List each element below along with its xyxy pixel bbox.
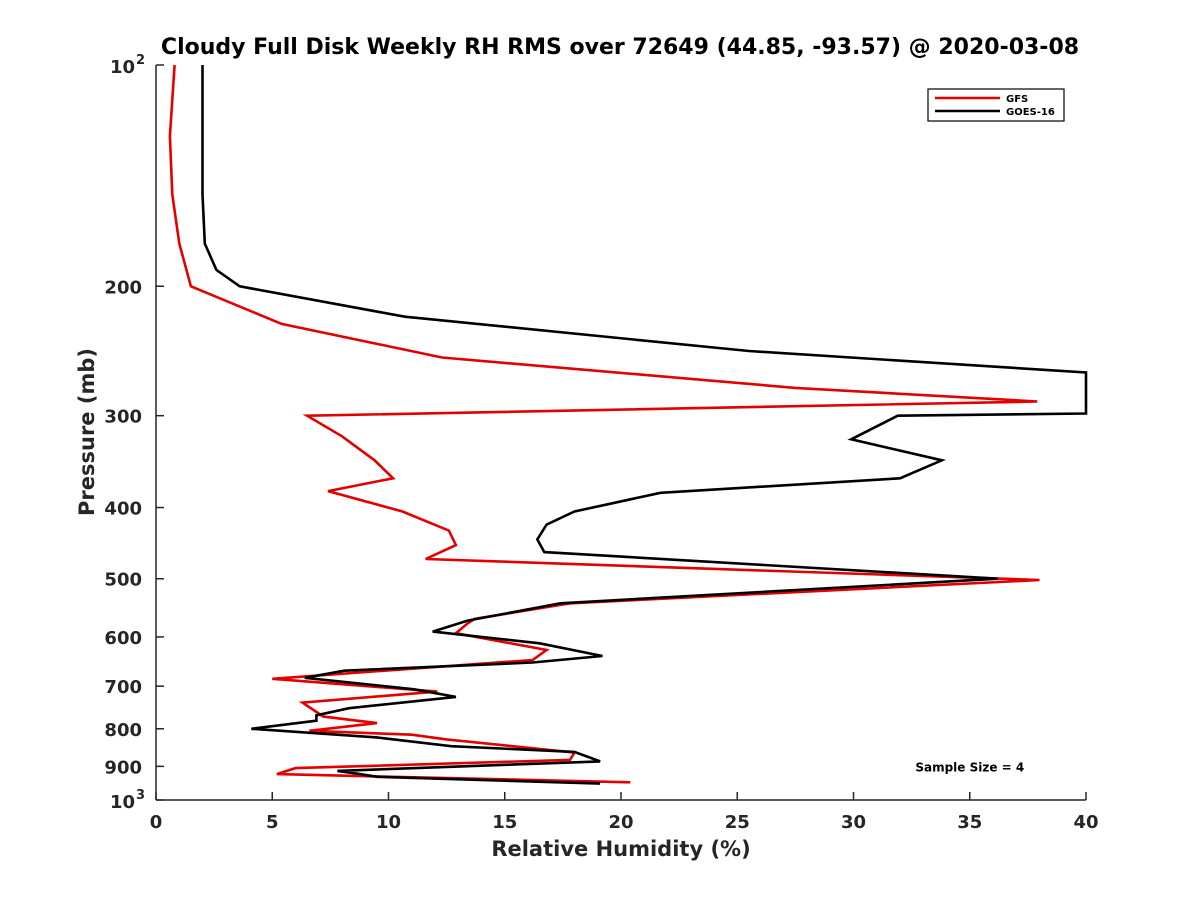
series-line-goes16 <box>201 65 1088 785</box>
x-tick-label: 20 <box>608 812 633 833</box>
series-layer <box>168 64 1088 785</box>
series-line-gfs <box>168 64 1040 784</box>
legend-box <box>927 88 1065 122</box>
x-axis-label: Relative Humidity (%) <box>491 837 750 861</box>
y-tick-base: 800 <box>104 720 142 741</box>
legend: GFS GOES-16 <box>927 88 1065 122</box>
y-tick-label: 500 <box>104 570 142 591</box>
y-tick-base: 700 <box>104 677 142 698</box>
x-tick-label: 5 <box>266 812 279 833</box>
y-tick-base: 10 <box>110 792 135 813</box>
y-tick-exponent: 3 <box>136 788 145 803</box>
y-tick-label: 10 2 <box>110 53 145 78</box>
y-tick-base: 600 <box>104 628 142 649</box>
legend-label-gfs: GFS <box>1006 94 1028 105</box>
y-tick-label: 600 <box>104 628 142 649</box>
y-tick-label: 900 <box>104 757 142 778</box>
y-tick-label: 800 <box>104 720 142 741</box>
x-tick-label: 25 <box>725 812 750 833</box>
x-tick-label: 10 <box>376 812 401 833</box>
y-tick-base: 900 <box>104 757 142 778</box>
x-tick-label: 35 <box>957 812 982 833</box>
y-tick-base: 10 <box>110 57 135 78</box>
y-tick-label: 200 <box>104 277 142 298</box>
y-tick-label: 300 <box>104 407 142 428</box>
y-tick-label: 400 <box>104 499 142 520</box>
y-axis-label: Pressure (mb) <box>75 348 99 516</box>
y-tick-base: 300 <box>104 407 142 428</box>
y-tick-label: 10 3 <box>110 788 145 813</box>
chart-title: Cloudy Full Disk Weekly RH RMS over 7264… <box>161 35 1079 60</box>
y-tick-label: 700 <box>104 677 142 698</box>
sample-size-annotation: Sample Size = 4 <box>915 760 1024 774</box>
y-tick-exponent: 2 <box>136 53 145 68</box>
x-tick-label: 0 <box>150 812 163 833</box>
x-tick-label: 30 <box>841 812 866 833</box>
y-tick-base: 200 <box>104 277 142 298</box>
x-ticks: 0 5 10 15 20 25 30 35 40 <box>150 792 1099 833</box>
y-tick-base: 400 <box>104 499 142 520</box>
y-tick-base: 500 <box>104 570 142 591</box>
x-tick-label: 15 <box>492 812 517 833</box>
x-tick-label: 40 <box>1073 812 1098 833</box>
legend-label-goes16: GOES-16 <box>1006 107 1055 118</box>
